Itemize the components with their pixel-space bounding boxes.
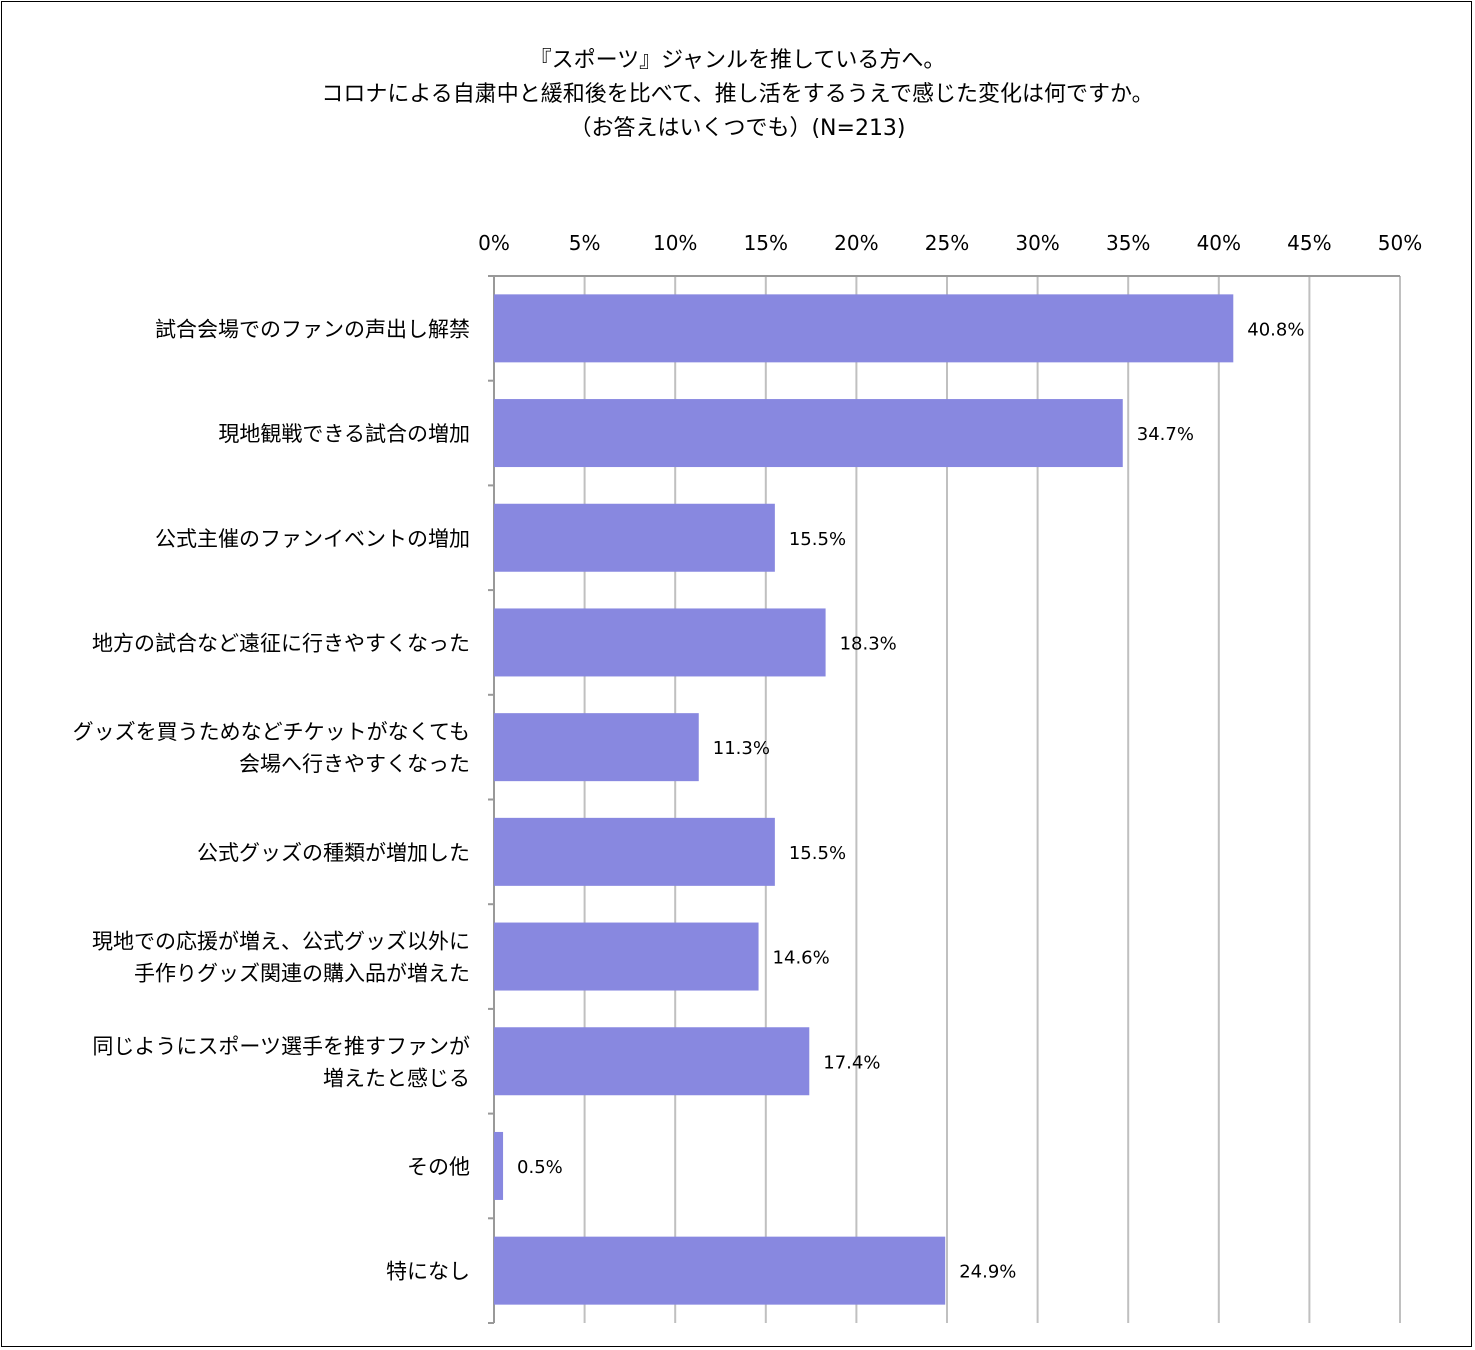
x-tick-label: 20% xyxy=(834,231,878,255)
x-tick-label: 5% xyxy=(569,231,601,255)
data-label: 18.3% xyxy=(840,633,897,654)
x-tick-label: 35% xyxy=(1106,231,1150,255)
category-label: グッズを買うためなどチケットがなくても xyxy=(73,720,470,744)
category-label: 地方の試合など遠征に行きやすくなった xyxy=(92,631,470,655)
title-line-1: 『スポーツ』ジャンルを推している方へ。 xyxy=(529,48,946,73)
category-label: 同じようにスポーツ選手を推すファンが xyxy=(92,1034,470,1058)
bar xyxy=(494,503,775,572)
data-label: 24.9% xyxy=(959,1262,1016,1283)
category-label: その他 xyxy=(407,1155,470,1179)
label-layer: 0% 5% 10% 15% 20% 25% 30% 35% 40% 45% 50% 40.8% 試合会場… xyxy=(73,231,1423,1284)
bar xyxy=(494,1236,946,1305)
title-line-3: （お答えはいくつでも）(N=213) xyxy=(569,116,906,141)
category-label: 現地での応援が増え、公式グッズ以外に xyxy=(92,930,470,954)
x-tick-label: 45% xyxy=(1287,231,1331,255)
x-tick-label: 25% xyxy=(925,231,969,255)
category-label: 増えたと感じる xyxy=(323,1066,470,1090)
data-label: 15.5% xyxy=(789,529,846,550)
bar xyxy=(494,294,1234,363)
x-tick-label: 0% xyxy=(478,231,510,255)
bar xyxy=(494,399,1123,468)
x-tick-label: 15% xyxy=(744,231,788,255)
category-label: 手作りグッズ関連の購入品が増えた xyxy=(134,962,470,986)
data-label: 40.8% xyxy=(1247,319,1304,340)
x-tick-label: 10% xyxy=(653,231,697,255)
category-label: 特になし xyxy=(386,1260,470,1284)
bar xyxy=(494,922,759,991)
data-label: 0.5% xyxy=(517,1157,563,1178)
category-label: 公式グッズの種類が増加した xyxy=(197,841,470,865)
category-label: 現地観戦できる試合の増加 xyxy=(218,422,470,446)
chart-title: 『スポーツ』ジャンルを推している方へ。 コロナによる自粛中と緩和後を比べて、推し… xyxy=(0,44,1475,146)
data-label: 14.6% xyxy=(773,948,830,969)
x-tick-label: 30% xyxy=(1015,231,1059,255)
category-label: 試合会場でのファンの声出し解禁 xyxy=(155,317,470,341)
bar xyxy=(494,713,699,782)
data-label: 11.3% xyxy=(713,738,770,759)
x-tick-label: 50% xyxy=(1378,231,1422,255)
bar xyxy=(494,817,775,886)
data-label: 15.5% xyxy=(789,843,846,864)
bar xyxy=(494,1027,810,1096)
category-label: 公式主催のファンイベントの増加 xyxy=(155,527,470,551)
bar-layer xyxy=(494,294,1234,1305)
x-tick-label: 40% xyxy=(1197,231,1241,255)
bar xyxy=(494,608,826,677)
title-line-2: コロナによる自粛中と緩和後を比べて、推し活をするうえで感じた変化は何ですか。 xyxy=(321,82,1154,107)
category-label: 会場へ行きやすくなった xyxy=(239,752,470,776)
bar xyxy=(494,1131,504,1200)
data-label: 17.4% xyxy=(823,1052,880,1073)
data-label: 34.7% xyxy=(1137,424,1194,445)
